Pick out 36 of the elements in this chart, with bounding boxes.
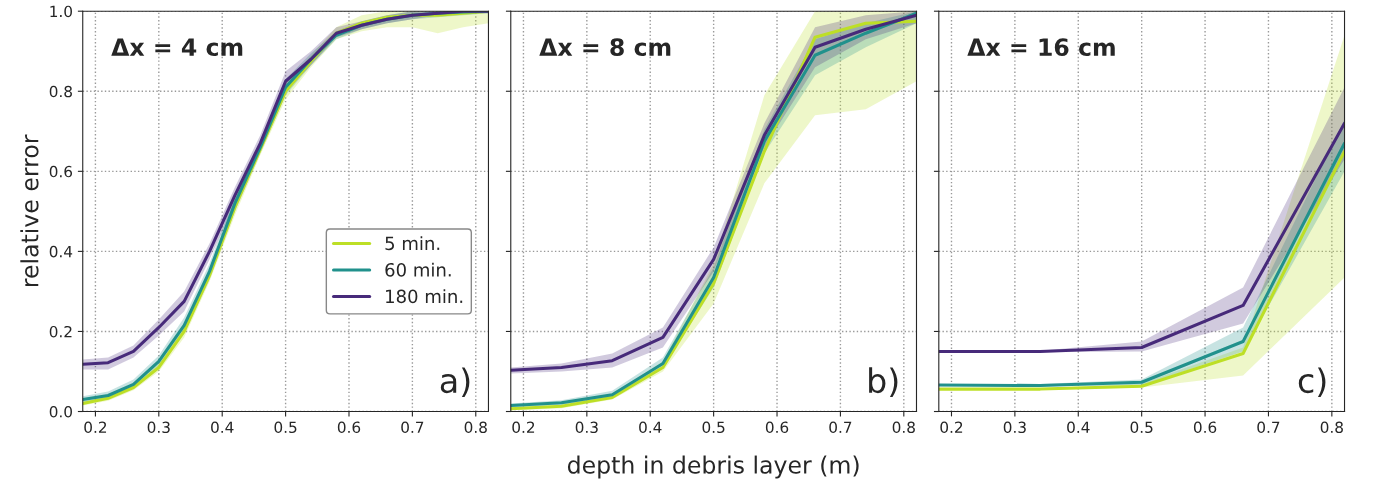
annotation: c) bbox=[1298, 367, 1326, 398]
annotation: Δx = 16 cm bbox=[967, 38, 1115, 57]
y-tick-label: 0.8 bbox=[49, 85, 72, 98]
annotation: a) bbox=[440, 367, 470, 398]
x-tick-label: 0.4 bbox=[639, 421, 662, 434]
x-tick-label: 0.2 bbox=[940, 421, 963, 434]
x-tick-label: 0.6 bbox=[765, 421, 789, 434]
x-tick-label: 0.5 bbox=[702, 421, 725, 434]
x-tick-label: 0.3 bbox=[575, 421, 598, 434]
x-tick-label: 0.2 bbox=[84, 421, 107, 434]
x-tick-label: 0.8 bbox=[464, 421, 487, 434]
x-tick-label: 0.7 bbox=[829, 421, 852, 434]
x-tick-label: 0.7 bbox=[401, 421, 424, 434]
x-axis-title: depth in debris layer (m) bbox=[567, 455, 859, 479]
x-tick-label: 0.6 bbox=[1193, 421, 1217, 434]
x-tick-label: 0.3 bbox=[1003, 421, 1026, 434]
x-tick-label: 0.8 bbox=[1320, 421, 1343, 434]
y-tick-label: 0.4 bbox=[49, 245, 73, 258]
x-tick-label: 0.4 bbox=[1067, 421, 1090, 434]
x-tick-label: 0.4 bbox=[211, 421, 234, 434]
x-tick-label: 0.2 bbox=[512, 421, 535, 434]
x-tick-label: 0.5 bbox=[274, 421, 297, 434]
annotation: Δx = 4 cm bbox=[111, 38, 243, 57]
legend-label: 60 min. bbox=[385, 262, 451, 277]
x-tick-label: 0.3 bbox=[147, 421, 170, 434]
legend-label: 5 min. bbox=[385, 236, 440, 251]
y-tick-label: 0.0 bbox=[49, 405, 72, 418]
y-axis-title: relative error bbox=[20, 134, 39, 287]
x-tick-label: 0.6 bbox=[337, 421, 361, 434]
legend-label: 180 min. bbox=[386, 289, 463, 304]
x-tick-label: 0.5 bbox=[1130, 421, 1153, 434]
y-tick-label: 0.2 bbox=[49, 325, 72, 338]
x-tick-label: 0.7 bbox=[1257, 421, 1280, 434]
y-tick-label: 1.0 bbox=[50, 5, 72, 18]
x-tick-label: 0.8 bbox=[892, 421, 915, 434]
y-tick-label: 0.6 bbox=[49, 165, 73, 178]
